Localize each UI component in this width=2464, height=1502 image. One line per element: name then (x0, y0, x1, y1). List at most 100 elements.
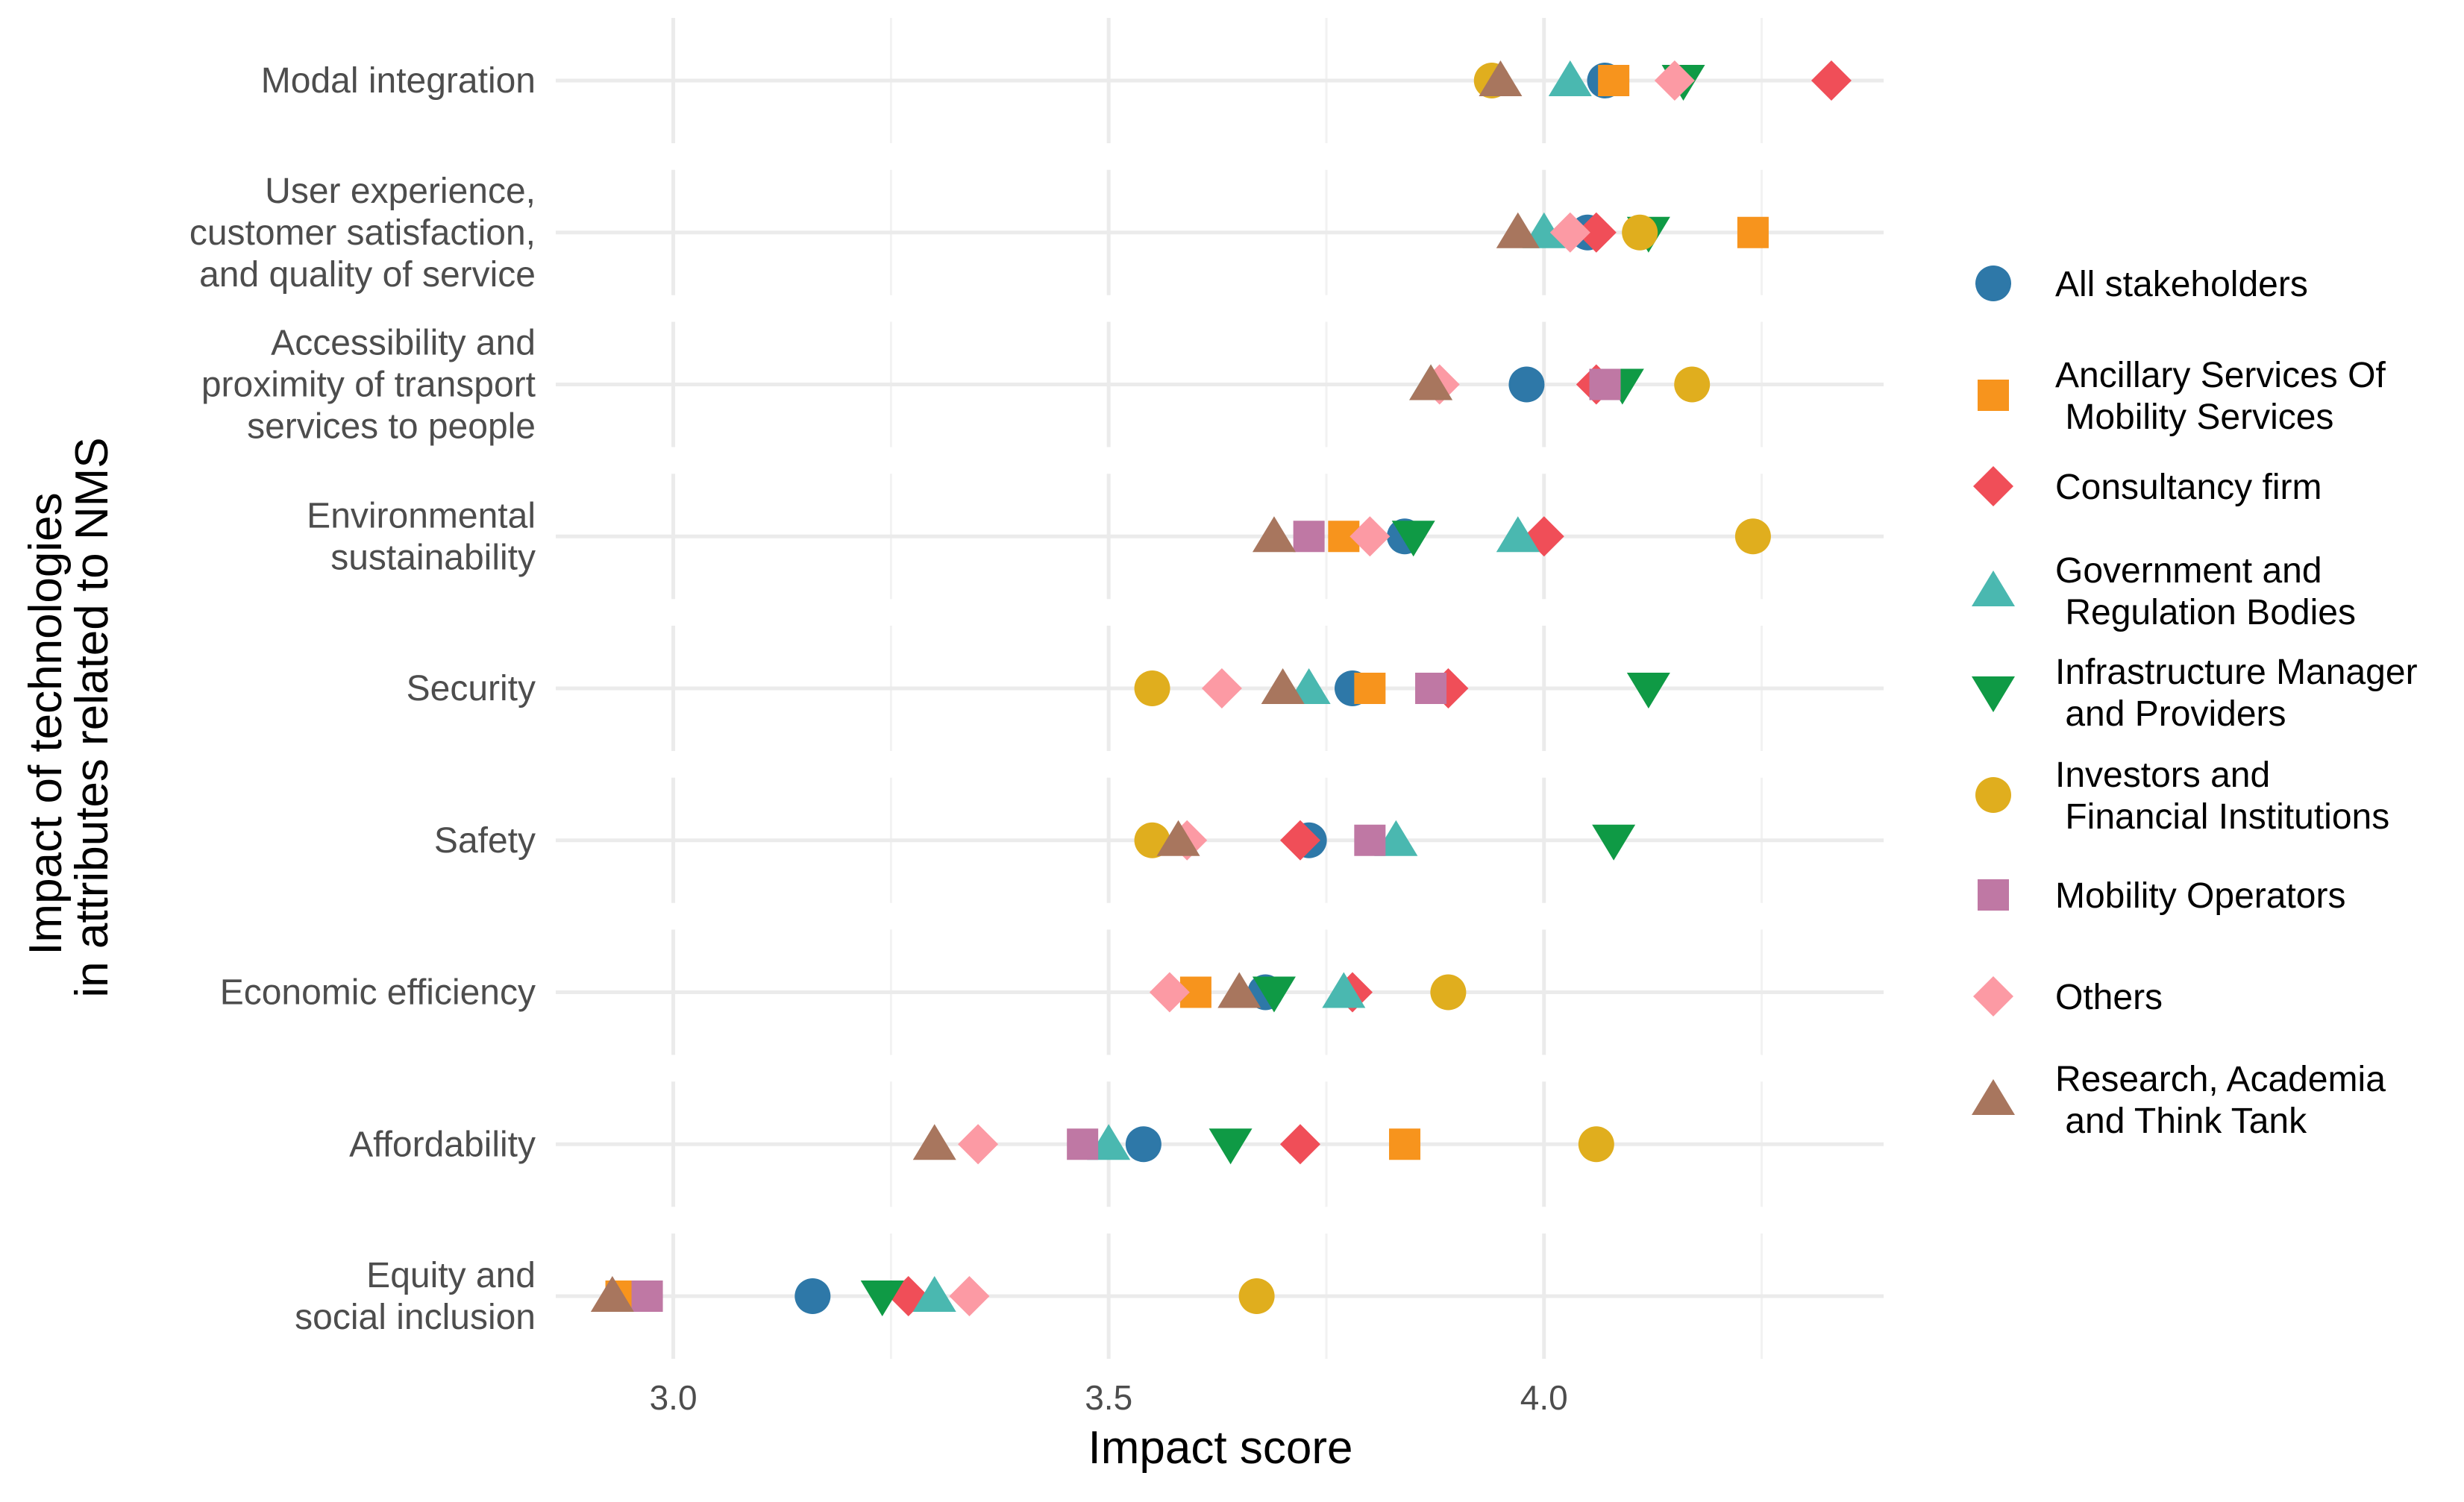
point-research-academia-and-think-tank (1261, 668, 1305, 704)
category-label-line: Accessibility and (271, 324, 536, 363)
category-label-line: proximity of transport (201, 365, 536, 405)
x-tick-labels: 3.0 3.5 4.0 (650, 1378, 1568, 1417)
legend-label: All stakeholders (2055, 265, 2308, 304)
point-mobility-operators (1354, 824, 1386, 856)
legend-label-line: Financial Institutions (2055, 797, 2389, 837)
legend-label-line: and Providers (2055, 694, 2286, 734)
point-mobility-operators (1067, 1128, 1099, 1160)
y-axis-title-line-2: in attributes related to NMS (66, 437, 118, 997)
legend-key (1972, 571, 2015, 606)
point-mobility-operators (631, 1281, 663, 1312)
point-investors-and-financial-institutions (1430, 974, 1467, 1011)
point-research-academia-and-think-tank (1217, 972, 1261, 1008)
legend: All stakeholders Ancillary Services Of Mo… (1972, 265, 2418, 1141)
point-all-stakeholders (1125, 1126, 1162, 1163)
legend-key (1978, 879, 2009, 911)
category-label: Equity and social inclusion (295, 1256, 536, 1337)
point-others (1201, 668, 1242, 708)
category-label: Safety (434, 821, 536, 861)
legend-item: Government and Regulation Bodies (1972, 551, 2356, 632)
x-tick-label: 3.5 (1085, 1378, 1132, 1417)
category-label-line: Security (407, 669, 536, 708)
category-label-line: and quality of service (199, 255, 536, 295)
legend-label-line: Government and (2055, 551, 2322, 591)
legend-label: Consultancy firm (2055, 468, 2322, 507)
point-others (1349, 516, 1391, 557)
legend-label: Investors and Financial Institutions (2055, 755, 2389, 837)
point-government-and-regulation-bodies (912, 1276, 956, 1312)
legend-item: Investors and Financial Institutions (1975, 755, 2389, 837)
point-ancillary-services-of-mobility-services (1389, 1128, 1421, 1160)
category-label-line: User experience, (265, 172, 536, 211)
point-others (1654, 60, 1695, 101)
legend-key (1972, 1079, 2015, 1115)
point-others (949, 1276, 990, 1316)
legend-label-line: and Think Tank (2055, 1102, 2307, 1141)
legend-item: Ancillary Services Of Mobility Services (1978, 356, 2386, 437)
legend-label-line: Infrastructure Manager (2055, 653, 2418, 692)
category-label: User experience, customer satisfaction, an… (189, 172, 536, 295)
category-label-line: Modal integration (261, 61, 536, 101)
category-label: Environmental sustainability (307, 496, 536, 577)
point-others (958, 1124, 999, 1165)
point-consultancy-firm (1576, 212, 1617, 253)
point-infrastructure-manager-and-providers (1626, 673, 1670, 708)
category-label-line: Affordability (349, 1125, 536, 1164)
point-ancillary-services-of-mobility-services (1737, 216, 1769, 248)
legend-item: Mobility Operators (1978, 876, 2345, 916)
point-investors-and-financial-institutions (1238, 1278, 1275, 1314)
point-government-and-regulation-bodies (1548, 60, 1592, 96)
category-label-line: Safety (434, 821, 536, 861)
y-axis-title-line-1: Impact of technologies (20, 492, 72, 955)
x-tick-label: 4.0 (1520, 1378, 1568, 1417)
point-ancillary-services-of-mobility-services (1354, 673, 1386, 704)
category-label: Affordability (349, 1125, 536, 1164)
point-infrastructure-manager-and-providers (860, 1281, 904, 1316)
category-label-line: customer satisfaction, (189, 213, 536, 253)
legend-label-line: All stakeholders (2055, 265, 2308, 304)
point-investors-and-financial-institutions (1674, 366, 1711, 403)
category-label-line: Environmental (307, 496, 536, 535)
legend-label-line: Others (2055, 978, 2163, 1017)
category-label: Security (407, 669, 536, 708)
point-mobility-operators (1415, 673, 1447, 704)
point-research-academia-and-think-tank (1252, 516, 1296, 553)
legend-label-line: Mobility Operators (2055, 876, 2345, 916)
point-others (1549, 212, 1590, 253)
point-consultancy-firm (1811, 60, 1852, 101)
legend-key (1975, 777, 2011, 813)
legend-label-line: Regulation Bodies (2055, 593, 2356, 632)
legend-label-line: Investors and (2055, 755, 2270, 795)
legend-label: Others (2055, 978, 2163, 1017)
legend-item: Infrastructure Manager and Providers (1972, 653, 2418, 734)
category-labels: Modal integration User experience, custome… (189, 61, 536, 1337)
y-axis-title: Impact of technologies in attributes rel… (20, 437, 118, 997)
point-investors-and-financial-institutions (1134, 670, 1170, 706)
category-label: Accessibility and proximity of transport s… (201, 324, 536, 447)
point-infrastructure-manager-and-providers (1209, 1128, 1253, 1165)
category-label-line: social inclusion (295, 1298, 536, 1337)
point-investors-and-financial-institutions (1622, 214, 1658, 251)
point-ancillary-services-of-mobility-services (1598, 65, 1630, 96)
legend-label-line: Research, Academia (2055, 1060, 2386, 1099)
point-research-academia-and-think-tank (1156, 820, 1200, 856)
legend-label-line: Mobility Services (2055, 398, 2333, 437)
point-investors-and-financial-institutions (1734, 518, 1771, 555)
point-infrastructure-manager-and-providers (1252, 976, 1296, 1013)
legend-item: All stakeholders (1975, 265, 2308, 304)
point-research-academia-and-think-tank (590, 1276, 634, 1312)
legend-item: Others (1973, 976, 2163, 1017)
point-infrastructure-manager-and-providers (1391, 521, 1435, 557)
legend-item: Research, Academia and Think Tank (1972, 1060, 2386, 1141)
point-consultancy-firm (1279, 820, 1320, 861)
legend-key (1978, 380, 2009, 411)
category-label-line: Economic efficiency (220, 973, 536, 1013)
legend-key (1973, 976, 2013, 1016)
data-points (590, 60, 1852, 1316)
category-label-line: Equity and (366, 1256, 536, 1295)
legend-label: Mobility Operators (2055, 876, 2345, 916)
point-consultancy-firm (1279, 1124, 1320, 1165)
legend-label: Research, Academia and Think Tank (2055, 1060, 2386, 1141)
legend-label: Infrastructure Manager and Providers (2055, 653, 2418, 734)
